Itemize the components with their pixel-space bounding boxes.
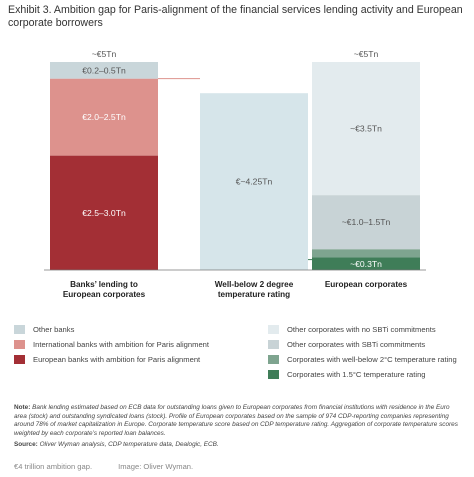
segment-label: ~€1.0–1.5Tn <box>342 217 391 227</box>
legend-label: Other corporates with SBTi commitments <box>287 340 426 349</box>
category-label: Well-below 2 degree <box>215 280 294 289</box>
bar-segment <box>50 155 158 270</box>
segment-label: ~€0.3Tn <box>350 259 382 269</box>
segment-label: €0.2–0.5Tn <box>82 65 126 75</box>
legend-swatch <box>268 325 279 334</box>
bar-segment <box>312 195 420 250</box>
legend-swatch <box>268 340 279 349</box>
legend-item: Other banks <box>14 322 244 337</box>
category-label: European corporates <box>63 290 146 299</box>
total-label: ~€5Tn <box>354 49 379 59</box>
segment-label: €~4.25Tn <box>236 177 273 187</box>
legend-label: European banks with ambition for Paris a… <box>33 355 201 364</box>
legend-label: Other banks <box>33 325 75 334</box>
legend-item: European banks with ambition for Paris a… <box>14 352 244 367</box>
bar-segment <box>312 249 420 258</box>
caption-text: €4 trillion ambition gap. <box>14 462 93 471</box>
bar-segment <box>50 78 158 156</box>
category-label: Banks’ lending to <box>70 280 138 289</box>
image-caption: €4 trillion ambition gap. Image: Oliver W… <box>14 462 219 471</box>
legend-item: Other corporates with no SBTi commitment… <box>268 322 468 337</box>
category-label: European corporates <box>325 280 408 289</box>
legend-item: Corporates with well-below 2°C temperatu… <box>268 352 468 367</box>
legend-swatch <box>14 355 25 364</box>
segment-label: €2.0–2.5Tn <box>82 112 126 122</box>
legend-swatch <box>268 370 279 379</box>
source-heading: Source: <box>14 441 38 449</box>
segment-label: €2.5–3.0Tn <box>82 208 126 218</box>
legend-item: Other corporates with SBTi commitments <box>268 337 468 352</box>
stacked-bar-chart: €2.5–3.0Tn €2.0–2.5Tn €0.2–0.5Tn ~€5Tn Banks… <box>44 49 426 299</box>
note-text: Bank lending estimated based on ECB data… <box>14 404 458 437</box>
bar-segment <box>312 257 420 270</box>
legend-label: Corporates with 1.5°C temperature rating <box>287 370 426 379</box>
bar-segment <box>50 62 158 79</box>
source-text: Oliver Wyman analysis, CDP temperature d… <box>39 441 219 449</box>
legend-label: International banks with ambition for Pa… <box>33 340 210 349</box>
bar-segment <box>200 93 308 270</box>
segment-label: ~€3.5Tn <box>350 124 382 134</box>
legend-label: Other corporates with no SBTi commitment… <box>287 325 436 334</box>
chart-title: Exhibit 3. Ambition gap for Paris-alignm… <box>8 4 463 29</box>
legend-swatch <box>14 325 25 334</box>
legend-item: International banks with ambition for Pa… <box>14 337 244 352</box>
total-label: ~€5Tn <box>92 49 117 59</box>
category-label: temperature rating <box>218 290 290 299</box>
legend-item: Corporates with 1.5°C temperature rating <box>268 367 468 382</box>
caption-credit: Image: Oliver Wyman. <box>118 462 194 471</box>
legend-swatch <box>268 355 279 364</box>
legend-swatch <box>14 340 25 349</box>
legend-right: Other corporates with no SBTi commitment… <box>268 322 468 382</box>
legend-label: Corporates with well-below 2°C temperatu… <box>287 355 457 364</box>
note-heading: Note: <box>14 404 31 411</box>
note-paragraph: Note: Bank lending estimated based on EC… <box>14 404 460 438</box>
notes: Note: Bank lending estimated based on EC… <box>14 404 460 450</box>
bar-segment <box>312 62 420 196</box>
source-paragraph: Source: Oliver Wyman analysis, CDP tempe… <box>14 441 460 450</box>
legend-left: Other banks International banks with ambi… <box>14 322 244 367</box>
